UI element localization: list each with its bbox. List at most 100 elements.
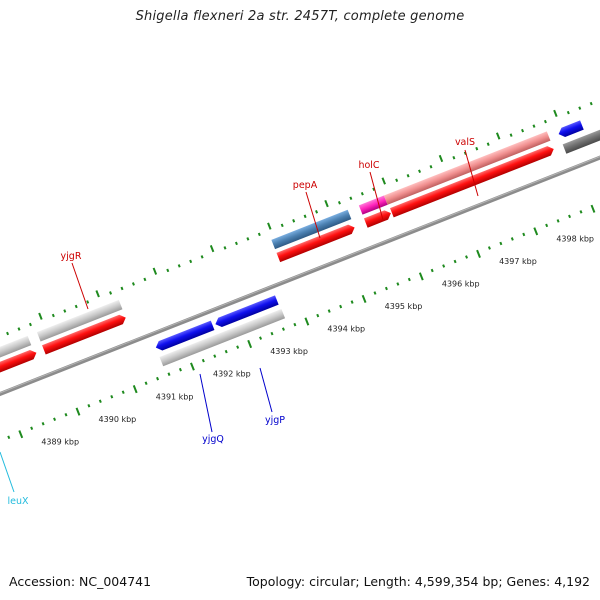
gene-label-holC[interactable]: holC <box>358 160 379 171</box>
cds-red-yjgR[interactable] <box>42 313 128 355</box>
scale-tick-minor <box>327 309 331 313</box>
scale-tick-minor <box>360 192 364 196</box>
scale-tick-major <box>132 385 138 394</box>
scale-tick-minor <box>234 241 238 246</box>
scale-tick-minor <box>121 390 125 394</box>
scale-tick-minor <box>372 187 376 192</box>
scale-tick-minor <box>337 201 341 205</box>
scale-tick-major <box>190 362 195 371</box>
scale-tick-major <box>324 199 329 208</box>
scale-tick-minor <box>28 322 32 327</box>
scale-tick-minor <box>63 309 67 313</box>
scale-tick-major <box>247 339 253 349</box>
scale-tick-minor <box>246 237 250 241</box>
scale-tick-minor <box>259 336 263 340</box>
accession-text: Accession: NC_004741 <box>9 574 152 589</box>
cds-red-holC[interactable] <box>363 208 393 228</box>
scale-tick-major <box>533 227 539 236</box>
scale-tick-minor <box>30 426 34 431</box>
scale-tick-major <box>590 204 596 213</box>
scale-tick-minor <box>143 277 147 282</box>
gene-label-leuX[interactable]: leuX <box>7 496 29 507</box>
kbp-label: 4389 kbp <box>41 437 79 446</box>
scale-tick-minor <box>406 173 410 178</box>
kbp-label: 4395 kbp <box>385 302 423 311</box>
scale-tick-major <box>304 317 310 326</box>
scale-tick-minor <box>578 106 582 110</box>
scale-tick-minor <box>430 268 434 273</box>
scale-tick-major <box>95 290 100 298</box>
gene-bar-gray-yjgR[interactable] <box>36 299 123 342</box>
scale-tick-minor <box>568 214 572 219</box>
scale-tick-minor <box>64 412 68 417</box>
kbp-label: 4392 kbp <box>213 370 251 379</box>
gene-label-yjgQ[interactable]: yjgQ <box>202 434 224 445</box>
scale-tick-major <box>267 222 272 230</box>
scale-tick-minor <box>522 232 526 237</box>
scale-ticks-bottom <box>7 204 596 440</box>
scale-tick-minor <box>189 259 193 264</box>
genome-backbone-highlight <box>0 136 600 401</box>
kbp-label: 4393 kbp <box>270 347 308 356</box>
cds-blue-yjgQ[interactable] <box>154 320 215 353</box>
scale-tick-minor <box>17 327 21 331</box>
scale-tick-minor <box>315 210 319 214</box>
scale-tick-major <box>476 249 481 258</box>
gene-bar-gray-left-edge[interactable] <box>0 335 32 370</box>
map-title: Shigella flexneri 2a str. 2457T, complet… <box>135 9 465 24</box>
kbp-label: 4394 kbp <box>327 325 365 334</box>
gene-bar-gray-yjgPQ[interactable] <box>159 308 286 367</box>
scale-tick-major <box>553 109 558 118</box>
kbp-scale-labels: 4389 kbp 4390 kbp 4391 kbp 4392 kbp 4393 kbp… <box>41 234 594 446</box>
cds-red-left-edge[interactable] <box>0 348 38 383</box>
scale-tick-minor <box>178 367 182 372</box>
scale-tick-minor <box>453 259 457 264</box>
kbp-label: 4398 kbp <box>556 234 594 243</box>
scale-tick-minor <box>120 286 124 291</box>
scale-tick-minor <box>418 169 422 173</box>
gene-bar-valS[interactable] <box>383 131 551 205</box>
scale-tick-minor <box>543 119 547 124</box>
scale-tick-major <box>495 132 501 140</box>
scale-tick-minor <box>236 345 240 349</box>
scale-tick-minor <box>292 219 296 223</box>
scale-tick-minor <box>213 354 217 358</box>
gene-label-valS[interactable]: valS <box>455 137 475 148</box>
gene-bar-pepA[interactable] <box>271 209 352 250</box>
scale-tick-major <box>152 267 158 275</box>
scale-tick-minor <box>350 300 354 304</box>
gene-label-pepA[interactable]: pepA <box>293 180 318 191</box>
gene-bar-holC[interactable] <box>358 195 388 215</box>
scale-tick-minor <box>465 255 469 259</box>
genome-stats-text: Topology: circular; Length: 4,599,354 bp… <box>246 574 590 589</box>
cds-blue-yjgP[interactable] <box>214 295 279 328</box>
kbp-label: 4390 kbp <box>99 415 137 424</box>
cds-red-pepA[interactable] <box>276 223 357 263</box>
scale-tick-minor <box>395 178 399 183</box>
cds-blue-right-edge[interactable] <box>557 120 584 138</box>
scale-tick-minor <box>545 223 549 228</box>
scale-tick-minor <box>86 300 90 304</box>
scale-tick-minor <box>566 110 570 115</box>
scale-tick-minor <box>6 331 10 336</box>
cds-red-valS[interactable] <box>390 144 556 218</box>
gene-bar-dark-right-edge[interactable] <box>562 129 600 154</box>
scale-tick-minor <box>53 417 57 422</box>
scale-tick-minor <box>7 435 11 440</box>
scale-tick-minor <box>257 232 261 237</box>
scale-tick-minor <box>316 313 320 318</box>
scale-tick-minor <box>303 214 307 219</box>
scale-tick-minor <box>396 282 400 286</box>
scale-tick-minor <box>521 128 525 133</box>
scale-tick-minor <box>499 241 503 246</box>
scale-tick-minor <box>156 376 160 381</box>
gene-label-yjgR[interactable]: yjgR <box>61 251 82 262</box>
scale-ticks-top <box>6 101 593 336</box>
scale-tick-minor <box>339 304 343 309</box>
gene-label-yjgP[interactable]: yjgP <box>265 415 285 426</box>
scale-tick-minor <box>41 422 45 426</box>
scale-tick-major <box>361 294 367 304</box>
scale-tick-minor <box>293 322 297 327</box>
scale-tick-minor <box>532 124 536 128</box>
